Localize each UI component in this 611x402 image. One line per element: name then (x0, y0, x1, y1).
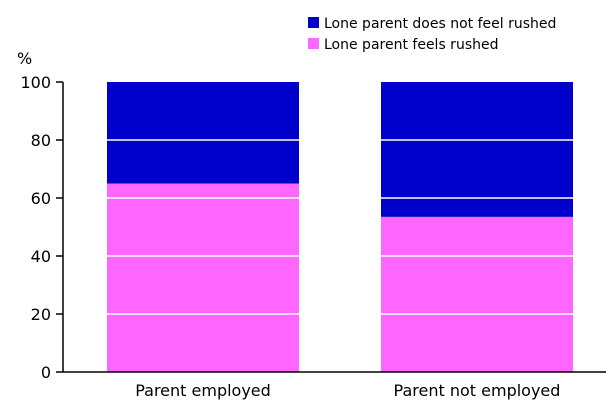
category-label-1: Parent employed (135, 381, 271, 400)
legend-swatch-not-rushed (308, 17, 319, 28)
legend-label-not-rushed: Lone parent does not feel rushed (324, 16, 556, 32)
x-axis-category-labels: Parent employed Parent not employed (135, 381, 560, 400)
y-tick-label-80: 80 (31, 131, 51, 150)
plot-area (107, 82, 573, 372)
y-tick-label-60: 60 (31, 189, 51, 208)
bar-segment-1-2 (107, 82, 299, 184)
legend-label-rushed: Lone parent feels rushed (324, 37, 498, 53)
y-tick-label-100: 100 (20, 73, 51, 92)
bar-segment-1-1 (107, 183, 299, 372)
y-tick-label-20: 20 (31, 305, 51, 324)
legend-swatch-rushed (308, 38, 319, 49)
y-tick-label-0: 0 (41, 363, 51, 382)
bar-segment-2-2 (381, 82, 573, 217)
category-label-2: Parent not employed (394, 381, 561, 400)
y-tick-label-40: 40 (31, 247, 51, 266)
y-axis-unit-label: % (17, 49, 32, 68)
y-axis-ticks: 0 20 40 60 80 100 (20, 73, 63, 382)
legend: Lone parent does not feel rushed Lone pa… (308, 16, 556, 53)
bar-segment-2-1 (381, 216, 573, 372)
